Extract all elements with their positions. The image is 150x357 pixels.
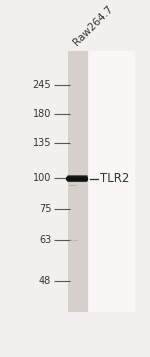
Text: 135: 135 [33,138,51,148]
Text: 75: 75 [39,204,51,214]
Text: 245: 245 [33,80,51,90]
Bar [68,51,88,312]
Text: 48: 48 [39,276,51,286]
Bar [88,51,135,312]
Text: TLR2: TLR2 [100,172,129,185]
Text: 63: 63 [39,235,51,245]
Text: Raw264.7: Raw264.7 [71,3,115,47]
Text: 100: 100 [33,172,51,182]
Text: 180: 180 [33,109,51,119]
